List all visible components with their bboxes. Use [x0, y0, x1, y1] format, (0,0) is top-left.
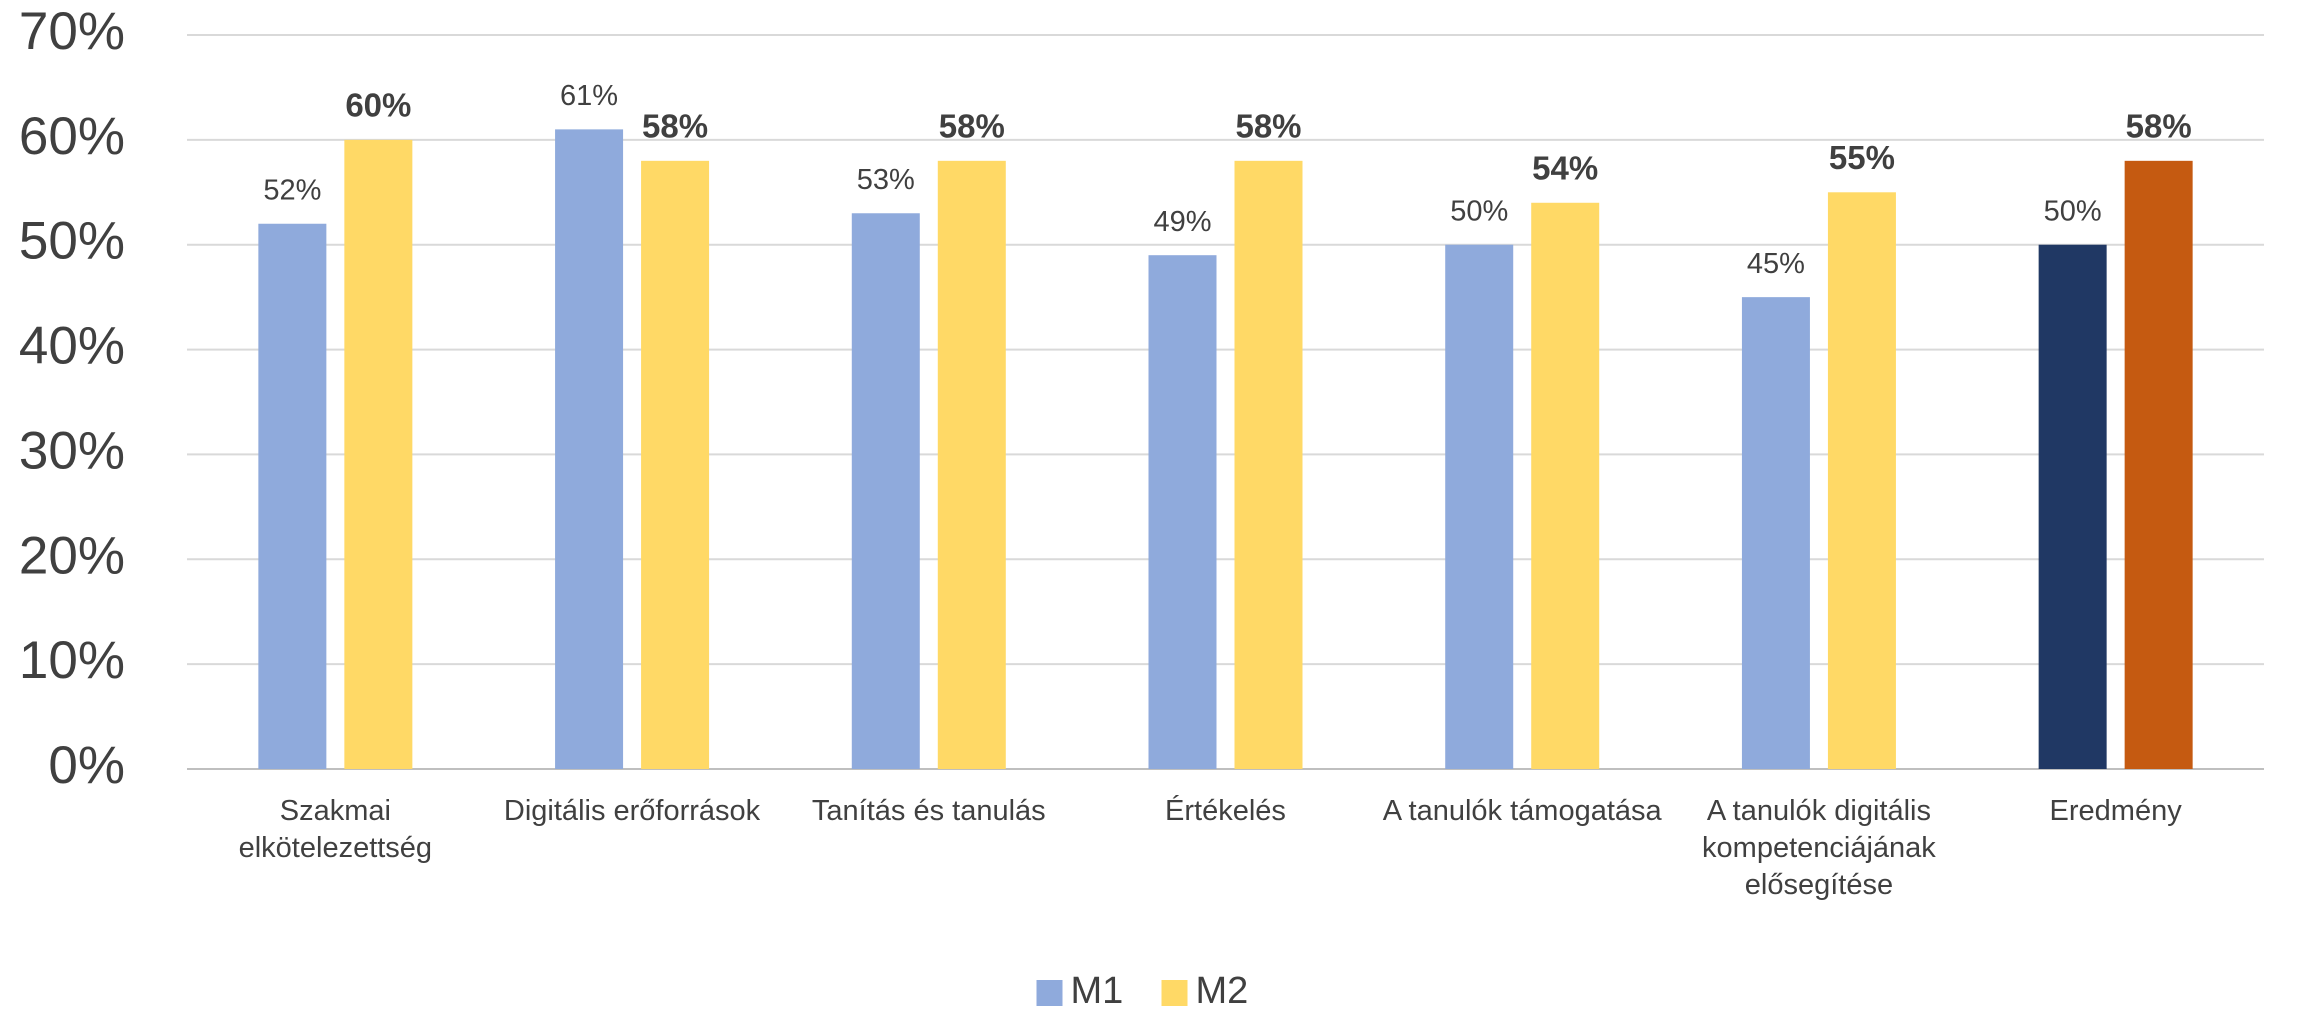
y-tick-label: 30%: [19, 421, 125, 480]
x-tick-label: Szakmai elkötelezettség: [195, 793, 475, 867]
value-label: 58%: [1235, 108, 1301, 145]
x-tick-label: Eredmény: [1976, 793, 2256, 830]
y-tick-label: 20%: [19, 526, 125, 585]
chart: 0% 10% 20% 30% 40% 50% 60% 70% 52% 60% 61% 58% 53% 58…: [0, 0, 2313, 1010]
bar: [2039, 245, 2107, 769]
value-label: 55%: [1829, 139, 1895, 176]
value-label: 45%: [1747, 248, 1805, 280]
bar: [258, 224, 326, 769]
value-label: 52%: [263, 174, 321, 206]
bar: [852, 213, 920, 769]
value-label: 58%: [939, 108, 1005, 145]
bar: [2125, 161, 2193, 769]
bar: [641, 161, 709, 769]
y-tick-label: 60%: [19, 107, 125, 166]
y-tick-label: 40%: [19, 317, 125, 376]
y-tick-label: 0%: [48, 736, 125, 795]
bar: [344, 140, 412, 769]
legend-label: M2: [1196, 970, 1249, 1010]
value-label: 50%: [1450, 195, 1508, 227]
x-tick-label: A tanulók digitális kompetenciájának elő…: [1679, 793, 1959, 904]
x-tick-label: Digitális erőforrások: [492, 793, 772, 830]
bar: [1742, 297, 1810, 769]
y-tick-label: 50%: [19, 212, 125, 271]
legend-label: M1: [1071, 970, 1124, 1010]
value-label: 50%: [2044, 195, 2102, 227]
bar: [1828, 192, 1896, 769]
bar: [1235, 161, 1303, 769]
value-label: 53%: [857, 164, 915, 196]
value-label: 58%: [642, 108, 708, 145]
value-label: 58%: [2126, 108, 2192, 145]
value-label: 49%: [1153, 206, 1211, 238]
value-label: 54%: [1532, 149, 1598, 186]
bar: [1531, 203, 1599, 769]
bar: [555, 129, 623, 769]
x-tick-label: Értékelés: [1086, 793, 1366, 830]
value-label: 61%: [560, 80, 618, 112]
bar: [938, 161, 1006, 769]
value-label: 60%: [345, 87, 411, 124]
bar: [1149, 255, 1217, 769]
legend-swatch: [1037, 980, 1063, 1006]
bar: [1445, 245, 1513, 769]
x-tick-label: Tanítás és tanulás: [789, 793, 1069, 830]
x-tick-label: A tanulók támogatása: [1382, 793, 1662, 830]
y-tick-label: 10%: [19, 631, 125, 690]
legend-swatch: [1162, 980, 1188, 1006]
y-tick-label: 70%: [19, 2, 125, 61]
